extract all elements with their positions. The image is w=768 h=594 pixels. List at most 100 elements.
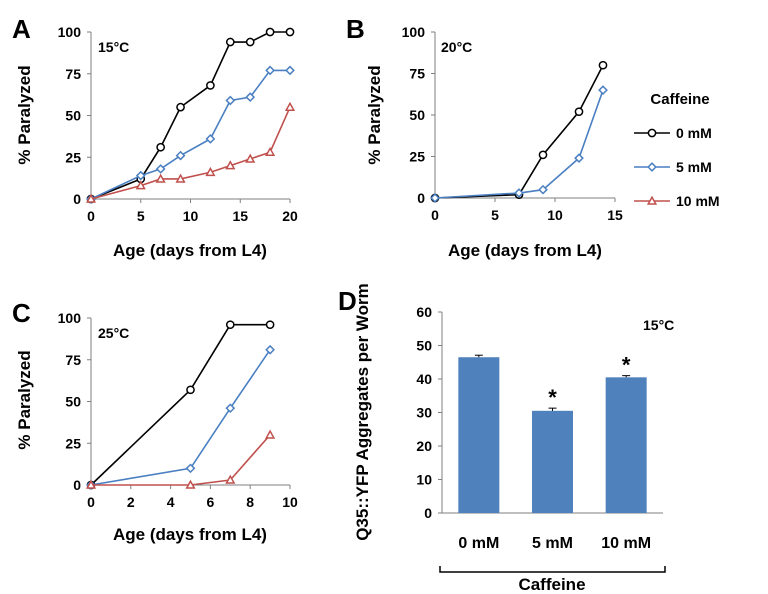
category-label: 0 mM: [458, 535, 499, 552]
data-point: [538, 184, 548, 195]
condition-label: 15°C: [643, 317, 674, 333]
legend-entry: 5 mM: [634, 159, 712, 175]
y-tick-label: 25: [409, 149, 425, 165]
data-point: [285, 65, 295, 76]
data-point: [285, 27, 295, 37]
bar: [532, 410, 573, 513]
x-tick-label: 15: [607, 207, 623, 223]
y-tick-label: 0: [73, 477, 81, 493]
series-5-mm: [86, 65, 295, 204]
data-point: [135, 170, 146, 181]
series-5-mm: [86, 344, 275, 490]
panel-b: B 20°C % Paralyzed Age (days from L4) 0 2…: [346, 14, 623, 260]
x-axis-title: Age (days from L4): [113, 525, 267, 544]
series-line: [90, 69, 290, 200]
data-point: [185, 479, 196, 489]
legend-label: 0 mM: [676, 125, 712, 141]
data-point: [175, 150, 186, 161]
data-point: [430, 193, 440, 203]
data-point: [225, 95, 236, 106]
legend-entry: 0 mM: [634, 125, 712, 141]
x-tick-label: 5: [137, 208, 145, 224]
y-tick-label: 50: [65, 108, 81, 124]
panel-letter: C: [12, 298, 31, 328]
category-bracket: [439, 566, 666, 573]
series-line: [90, 323, 271, 486]
y-tick-label: 75: [409, 66, 425, 82]
x-tick-label: 6: [207, 494, 215, 510]
data-point: [265, 27, 275, 37]
y-tick-label: 100: [402, 24, 426, 40]
data-point: [265, 146, 276, 157]
data-point: [284, 101, 296, 111]
data-point: [85, 479, 97, 489]
x-tick-label: 0: [87, 494, 95, 510]
data-point: [225, 403, 236, 414]
y-tick-label: 100: [58, 24, 82, 40]
panel-letter: D: [338, 286, 357, 316]
series-0-mm: [86, 320, 275, 490]
data-point: [225, 37, 235, 47]
data-point: [85, 193, 97, 203]
data-point: [186, 385, 195, 395]
plot-area: 0 25 50 75 100 0 2 4 6 8 10: [58, 310, 298, 510]
x-tick-label: 0: [87, 208, 95, 224]
category-label: 5 mM: [532, 535, 573, 552]
y-tick-label: 20: [416, 438, 432, 454]
data-point: [245, 153, 256, 163]
x-axis-title: Caffeine: [518, 575, 585, 594]
x-tick-label: 4: [167, 494, 175, 510]
y-tick-label: 25: [65, 149, 81, 165]
y-tick-label: 75: [65, 352, 81, 368]
series-line: [90, 31, 290, 200]
data-point: [265, 344, 275, 355]
x-axis-title: Age (days from L4): [448, 241, 602, 260]
data-point: [538, 150, 548, 160]
condition-label: 20°C: [441, 39, 472, 55]
x-tick-label: 15: [232, 208, 248, 224]
y-tick-label: 50: [416, 338, 432, 354]
x-tick-label: 0: [431, 207, 439, 223]
legend-entry: 10 mM: [634, 193, 720, 209]
y-tick-label: 30: [416, 405, 432, 421]
data-point: [574, 153, 584, 164]
y-tick-label: 25: [65, 435, 81, 451]
data-point: [155, 164, 166, 174]
data-point: [647, 162, 657, 172]
legend-label: 10 mM: [676, 193, 720, 209]
y-axis-title: % Paralyzed: [15, 65, 34, 164]
x-axis-title: Age (days from L4): [113, 241, 267, 260]
y-tick-label: 0: [73, 191, 81, 207]
bar: [458, 357, 500, 513]
category-label: 10 mM: [601, 535, 651, 552]
legend-label: 5 mM: [676, 159, 712, 175]
plot-area: 0 10 20 30 40 50 60 0 mM 5 mM * 10 mM *: [416, 304, 663, 552]
data-point: [176, 102, 185, 112]
legend: Caffeine 0 mM 5 mM 10 mM: [634, 91, 720, 209]
y-axis-title: % Paralyzed: [15, 350, 34, 449]
plot-area: 0 25 50 75 100 0 5 10 15 20: [58, 24, 298, 224]
data-point: [156, 142, 165, 152]
x-tick-label: 5: [491, 207, 499, 223]
data-point: [245, 37, 255, 47]
y-tick-label: 0: [417, 190, 425, 206]
data-point: [206, 81, 215, 90]
data-point: [225, 474, 236, 484]
data-point: [647, 128, 657, 138]
data-point: [598, 85, 608, 95]
x-tick-label: 10: [282, 494, 298, 510]
data-point: [175, 173, 186, 183]
series-line: [90, 349, 271, 486]
series-5-mm: [430, 85, 608, 203]
panel-letter: B: [346, 14, 365, 44]
data-point: [205, 134, 216, 144]
y-axis-title: Q35::YFP Aggregates per Worm: [353, 283, 372, 541]
y-tick-label: 0: [424, 505, 432, 521]
panel-d: D 15°C Q35::YFP Aggregates per Worm 0 10 2…: [338, 283, 674, 594]
data-point: [205, 166, 216, 177]
data-point: [646, 195, 658, 205]
series-line: [91, 434, 271, 486]
data-point: [185, 463, 196, 474]
x-tick-label: 20: [282, 208, 298, 224]
